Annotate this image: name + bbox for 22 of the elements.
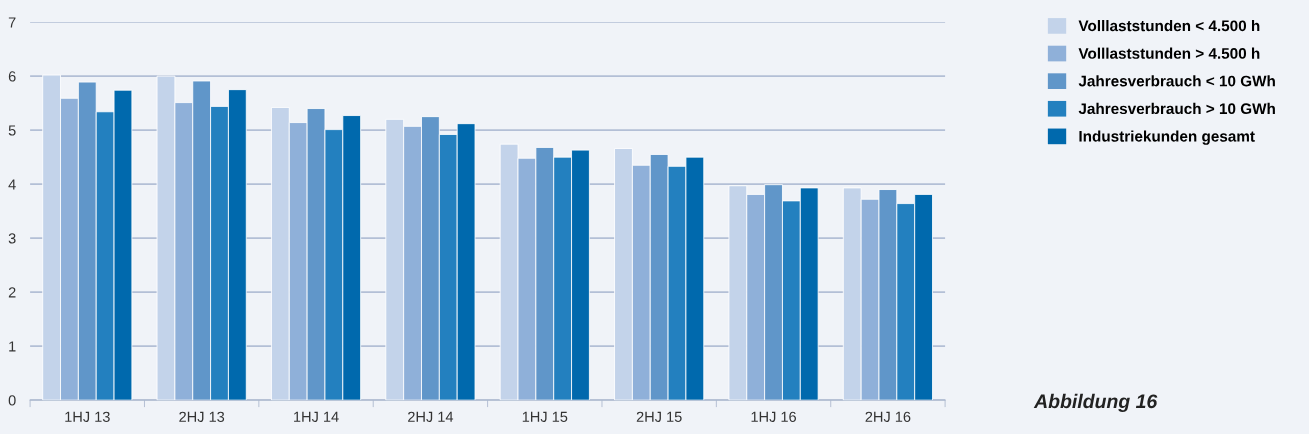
legend-label: Industriekunden gesamt <box>1079 130 1255 145</box>
legend-label: Volllaststunden > 4.500 h <box>1078 47 1260 59</box>
x-tick-label: 1HJ 16 <box>751 411 796 422</box>
y-tick-label: 2 <box>8 287 16 298</box>
y-tick-label: 3 <box>8 233 16 244</box>
y-tick-label: 0 <box>8 395 16 406</box>
x-tick-label: 1HJ 14 <box>294 411 339 422</box>
legend-label: Jahresverbrauch > 10 GWh <box>1078 102 1275 115</box>
y-tick-label: 6 <box>8 71 16 82</box>
x-tick-label: 2HJ 14 <box>408 411 454 422</box>
legend-label: Jahresverbrauch < 10 GWh <box>1078 75 1275 87</box>
x-tick-label: 1HJ 13 <box>65 411 110 422</box>
x-tick-label: 2HJ 16 <box>865 411 911 422</box>
y-tick-label: 7 <box>8 17 16 28</box>
y-tick-label: 4 <box>8 179 16 190</box>
x-tick-label: 2HJ 15 <box>636 411 682 422</box>
y-tick-label: 1 <box>9 341 16 352</box>
y-tick-label: 5 <box>8 125 16 136</box>
text: Abbildung 16 <box>1033 393 1158 412</box>
x-tick-label: 1HJ 15 <box>522 411 568 422</box>
legend-label: Volllaststunden < 4.500 h <box>1078 20 1260 32</box>
x-tick-label: 2HJ 13 <box>179 411 225 422</box>
